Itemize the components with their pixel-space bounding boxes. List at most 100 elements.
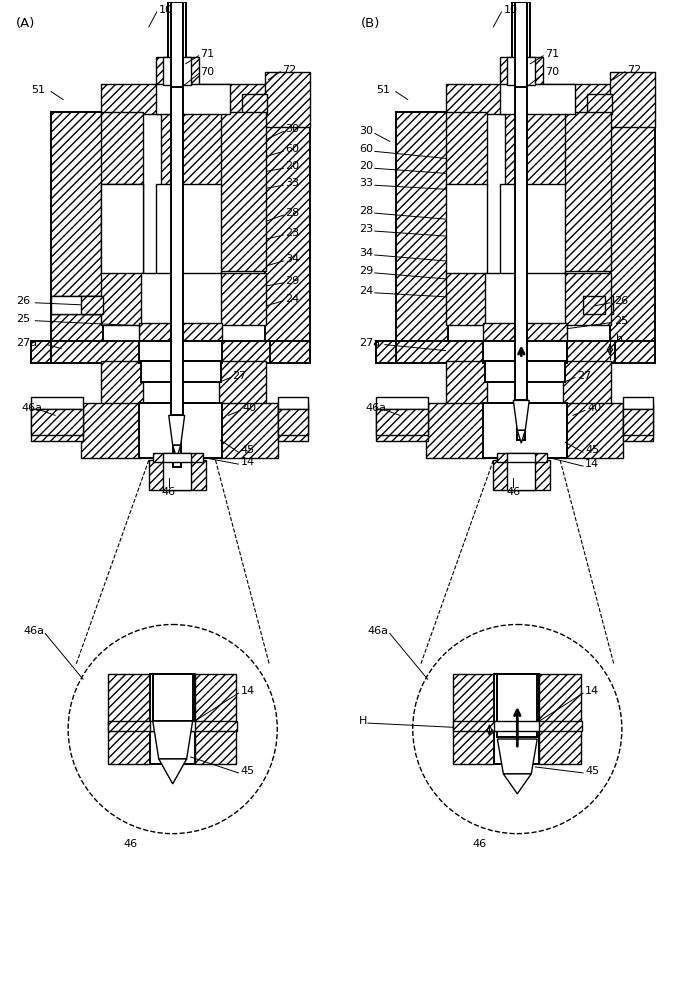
Bar	[453, 674, 494, 764]
Polygon shape	[169, 415, 185, 445]
Text: 14: 14	[585, 459, 599, 469]
Text: 46a: 46a	[21, 403, 42, 413]
Polygon shape	[158, 759, 187, 784]
Text: 27: 27	[233, 371, 247, 381]
Text: 40: 40	[587, 403, 601, 413]
Bar	[623, 409, 653, 435]
Bar	[623, 397, 653, 409]
Bar	[376, 403, 428, 441]
Bar	[219, 403, 278, 458]
Text: 46: 46	[124, 839, 138, 849]
Bar	[265, 72, 310, 127]
Bar	[563, 361, 611, 405]
Bar	[149, 460, 206, 490]
Bar	[446, 84, 630, 114]
Bar	[453, 721, 582, 731]
Bar	[265, 112, 310, 361]
Bar	[161, 112, 221, 186]
Bar	[446, 361, 487, 405]
Bar	[500, 184, 565, 274]
Bar	[493, 460, 550, 490]
Text: 25: 25	[614, 316, 628, 326]
Bar	[171, 2, 183, 87]
Bar	[278, 403, 308, 441]
Text: H: H	[359, 716, 367, 726]
Text: 51: 51	[31, 85, 45, 95]
Bar	[446, 112, 487, 186]
Text: 23: 23	[285, 228, 300, 238]
Text: 20: 20	[359, 161, 373, 171]
Bar	[31, 397, 83, 409]
Text: 45: 45	[585, 766, 599, 776]
Text: 27: 27	[577, 371, 592, 381]
Text: 14: 14	[240, 686, 255, 696]
Bar	[139, 403, 223, 458]
Bar	[194, 674, 237, 764]
Bar	[141, 273, 221, 325]
Text: 46a: 46a	[368, 626, 389, 636]
Bar	[500, 57, 543, 85]
Bar	[484, 341, 567, 363]
Text: 29: 29	[359, 266, 373, 276]
Bar	[494, 721, 539, 731]
Text: 14: 14	[240, 457, 255, 467]
Text: (A): (A)	[17, 17, 36, 30]
Text: (B): (B)	[361, 17, 381, 30]
Bar	[376, 397, 428, 409]
Bar	[507, 453, 535, 462]
Text: 10: 10	[158, 5, 173, 15]
Bar	[623, 403, 653, 441]
Bar	[516, 84, 527, 402]
Bar	[486, 273, 565, 325]
Bar	[563, 112, 611, 271]
Bar	[153, 453, 203, 462]
Bar	[149, 674, 194, 764]
Bar	[101, 112, 143, 186]
Bar	[376, 409, 428, 435]
Bar	[153, 674, 192, 721]
Polygon shape	[518, 430, 525, 443]
Bar	[156, 184, 221, 274]
Bar	[163, 460, 190, 490]
Bar	[512, 2, 530, 64]
Text: 26: 26	[614, 296, 628, 306]
Text: 34: 34	[359, 248, 373, 258]
Bar	[149, 721, 194, 731]
Text: 33: 33	[285, 178, 299, 188]
Text: 28: 28	[359, 206, 373, 216]
Text: 23: 23	[359, 224, 373, 234]
Text: 60: 60	[285, 144, 299, 154]
Bar	[81, 403, 141, 458]
Bar	[505, 112, 565, 186]
Bar	[278, 397, 308, 409]
Text: 45: 45	[240, 445, 255, 455]
Text: 60: 60	[359, 144, 373, 154]
Bar	[516, 2, 527, 87]
Bar	[167, 2, 185, 64]
Bar	[507, 460, 535, 490]
Text: 34: 34	[285, 254, 300, 264]
Polygon shape	[513, 400, 529, 430]
Bar	[278, 409, 308, 435]
Bar	[498, 674, 537, 737]
Bar	[31, 409, 83, 435]
Bar	[31, 403, 83, 441]
Bar	[101, 361, 143, 405]
Text: 72: 72	[627, 65, 641, 75]
Bar	[219, 361, 266, 405]
Text: 40: 40	[242, 403, 257, 413]
Text: 27a: 27a	[17, 338, 37, 348]
Bar	[271, 341, 310, 363]
Bar	[426, 403, 486, 458]
Text: 45: 45	[240, 766, 255, 776]
Bar	[518, 400, 525, 440]
Bar	[396, 112, 448, 361]
Text: 30: 30	[285, 124, 299, 134]
Bar	[494, 674, 539, 764]
Bar	[376, 341, 396, 363]
Bar	[484, 323, 567, 341]
Text: 27a: 27a	[359, 338, 380, 348]
Bar	[486, 361, 565, 382]
Text: 46: 46	[473, 839, 486, 849]
Text: 70: 70	[545, 67, 559, 77]
